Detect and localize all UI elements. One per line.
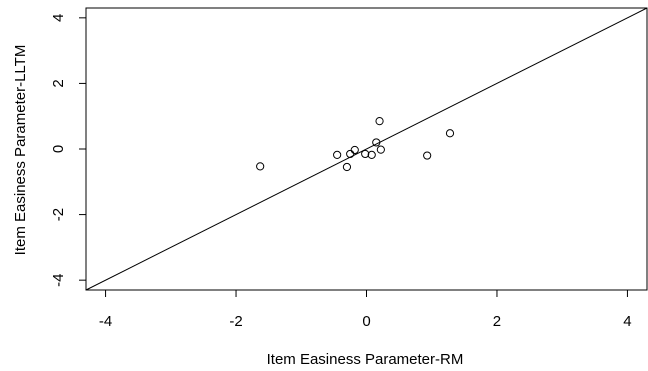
x-tick-label: 0 xyxy=(362,313,370,330)
data-point-11 xyxy=(423,151,432,160)
identity-reference-line xyxy=(85,7,648,291)
data-point-3 xyxy=(342,162,352,172)
y-tick-label: -2 xyxy=(50,208,67,221)
y-tick-label: 2 xyxy=(50,79,67,87)
y-axis-title: Item Easiness Parameter-LLTM xyxy=(12,45,29,256)
data-point-8 xyxy=(372,138,381,147)
y-tick-label: -4 xyxy=(50,273,67,286)
x-tick-label: -4 xyxy=(99,313,112,330)
data-points xyxy=(256,117,455,172)
x-tick-label: 2 xyxy=(493,313,501,330)
data-point-4 xyxy=(346,149,355,159)
x-tick-label: -2 xyxy=(229,313,242,330)
x-axis-title: Item Easiness Parameter-RM xyxy=(267,351,464,368)
data-point-9 xyxy=(375,117,384,126)
data-point-12 xyxy=(445,129,455,138)
y-tick-label: 4 xyxy=(50,14,67,22)
data-point-6 xyxy=(361,149,370,159)
x-tick-label: 4 xyxy=(623,313,631,330)
y-tick-label: 0 xyxy=(50,145,67,153)
data-point-5 xyxy=(350,145,359,155)
data-point-7 xyxy=(367,150,376,160)
data-point-10 xyxy=(376,145,385,154)
y-axis: -4 -2 0 2 4 xyxy=(50,14,87,287)
data-point-1 xyxy=(256,162,265,171)
data-point-2 xyxy=(333,150,342,160)
x-axis: -4 -2 0 2 4 xyxy=(99,289,632,330)
